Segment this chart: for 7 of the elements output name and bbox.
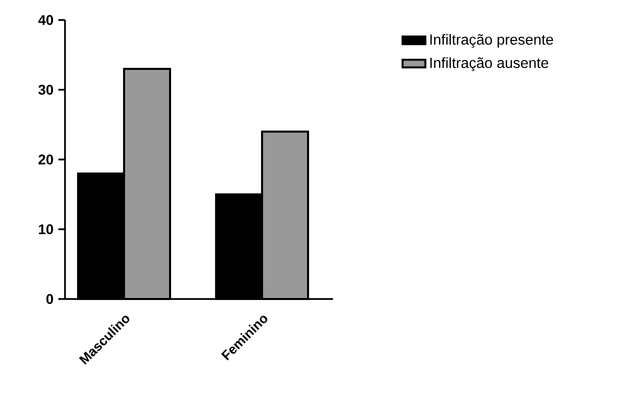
y-tick-label: 20 (38, 154, 54, 164)
y-tick-label: 0 (46, 294, 54, 304)
legend-label: Infiltração ausente (430, 57, 548, 72)
legend-label: Infiltração presente (430, 34, 554, 48)
y-tick-label: 10 (38, 224, 54, 234)
y-tick-label: 30 (38, 84, 54, 95)
y-tick-label: 40 (38, 15, 54, 25)
